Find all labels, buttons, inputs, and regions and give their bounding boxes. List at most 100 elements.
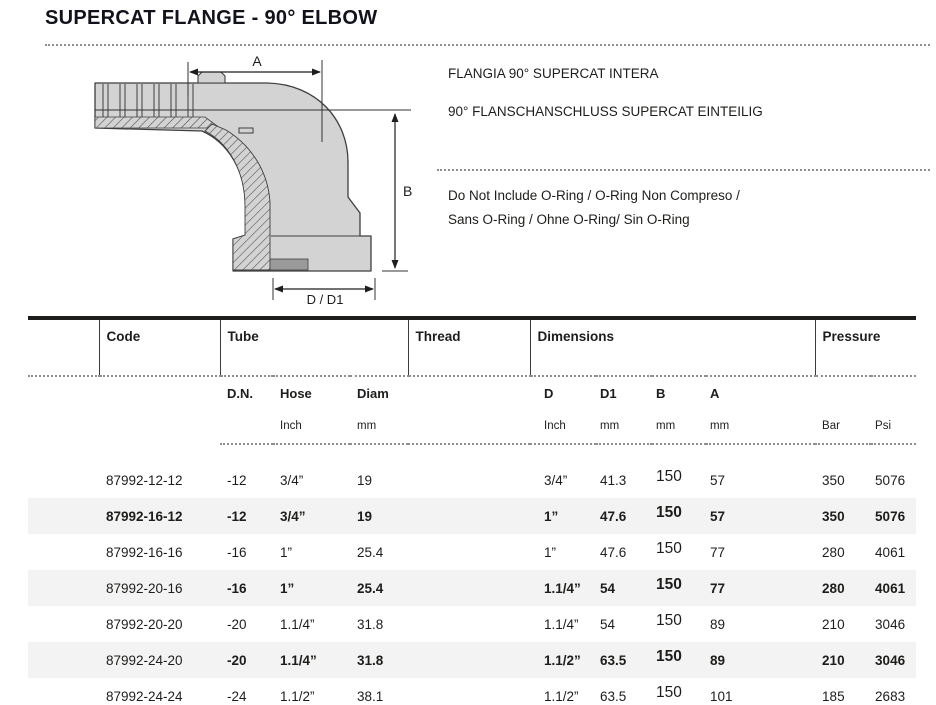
cell-diam: 19 [357,472,373,488]
col-header-hose: Hose [280,385,312,401]
unit-bar: Bar [815,409,872,445]
cell-spacer [28,678,99,705]
cell-code: 87992-20-20 [106,616,183,632]
cell-diam: 31.8 [357,652,384,668]
group-header-row: Code Tube Thread Dimensions Pressure [28,318,917,377]
cell-bar: 350 [822,472,845,488]
unit-b: mm [652,409,707,445]
cell-hose: 1.1/4” [280,616,315,632]
hatch-shaft-wall [94,116,222,129]
cell-d1: 54 [600,580,616,596]
cell-a: 101 [710,688,733,704]
cell-a: 77 [710,544,726,560]
dotted-divider-top [45,44,930,46]
dim-a-label: A [252,53,262,69]
col-header-b: B [656,385,666,401]
col-header-a: A [710,385,720,401]
fitting-body [94,82,372,272]
cell-bar: 210 [822,616,845,632]
cell-bar: 185 [822,688,845,704]
cell-a: 89 [710,616,726,632]
cell-b: 150 [656,540,682,557]
cell-dn: -20 [227,652,247,668]
col-group-code: Code [98,318,220,377]
col-header-diam: Diam [357,385,389,401]
cell-b: 150 [656,648,682,665]
cell-d: 1.1/2” [544,652,581,668]
cell-diam: 25.4 [357,580,384,596]
cell-psi: 2683 [875,688,906,704]
cell-d: 3/4” [544,472,568,488]
cell-dn: -16 [227,544,247,560]
cell-thread [408,462,530,498]
cell-code: 87992-24-24 [106,688,183,704]
cell-a: 89 [710,652,726,668]
dotted-divider-mid [437,169,930,171]
cell-spacer [28,462,99,498]
cell-bar: 280 [822,580,845,596]
cell-code: 87992-20-16 [106,580,183,596]
cell-spacer [28,534,99,570]
cell-code: 87992-12-12 [106,472,183,488]
cell-code: 87992-16-16 [106,544,183,560]
cell-thread [408,606,530,642]
cell-hose: 3/4” [280,508,306,524]
cell-b: 150 [656,684,682,701]
units-row: Inch mm Inch mm mm mm Bar Psi [28,409,917,445]
unit-d: Inch [530,409,597,445]
cell-b: 150 [656,468,682,485]
dim-b-label: B [403,183,412,199]
col-group-pressure: Pressure [814,318,917,377]
cell-a: 57 [710,472,726,488]
cell-psi: 5076 [875,508,906,524]
cell-thread [408,678,530,705]
spec-table: Code Tube Thread Dimensions Pressure D.N… [28,316,917,705]
cell-code: 87992-16-12 [106,508,183,524]
oring-note-line1: Do Not Include O-Ring / O-Ring Non Compr… [448,188,740,203]
unit-psi: Psi [871,409,917,445]
col-header-d: D [544,385,554,401]
cell-b: 150 [656,504,682,521]
cell-dn: -16 [227,580,247,596]
cell-a: 57 [710,508,726,524]
cell-d: 1” [544,544,557,560]
table-row: 87992-24-24 -24 1.1/2” 38.1 1.1/2” 63.5 … [28,678,916,705]
hatch-elbow-wall [204,123,271,271]
page-title: SUPERCAT FLANGE - 90° ELBOW [45,7,378,29]
col-header-dn: D.N. [227,385,253,401]
cell-spacer [28,570,99,606]
cell-thread [408,534,530,570]
cell-psi: 3046 [875,652,906,668]
cell-spacer [28,606,99,642]
cell-d: 1” [544,508,559,524]
subheader-row: D.N. Hose Diam D D1 B A [28,376,916,409]
cell-d1: 63.5 [600,688,627,704]
cell-hose: 1” [280,580,295,596]
table-row: 87992-12-12 -12 3/4” 19 3/4” 41.3 150 57… [28,462,916,498]
cell-diam: 19 [357,508,373,524]
spacer-row [28,444,916,462]
cell-dn: -24 [227,688,247,704]
fitting-notch [238,127,254,134]
col-group-thread: Thread [407,318,531,377]
cell-d: 1.1/2” [544,688,579,704]
cell-spacer [28,498,99,534]
cell-bar: 280 [822,544,845,560]
col-group-tube: Tube [219,318,409,377]
cell-d1: 63.5 [600,652,627,668]
cell-dn: -12 [227,472,247,488]
cell-diam: 31.8 [357,616,384,632]
cell-psi: 3046 [875,616,906,632]
cell-d: 1.1/4” [544,580,581,596]
cell-spacer [28,642,99,678]
cell-bar: 210 [822,652,845,668]
table-row: 87992-16-12 -12 3/4” 19 1” 47.6 150 57 3… [28,498,917,534]
cell-hose: 1” [280,544,293,560]
cell-b: 150 [656,612,682,629]
cell-diam: 25.4 [357,544,384,560]
cell-b: 150 [656,576,682,593]
flange-seal-strip [269,258,309,271]
cell-d1: 41.3 [600,472,627,488]
oring-note-line2: Sans O-Ring / Ohne O-Ring/ Sin O-Ring [448,212,690,227]
